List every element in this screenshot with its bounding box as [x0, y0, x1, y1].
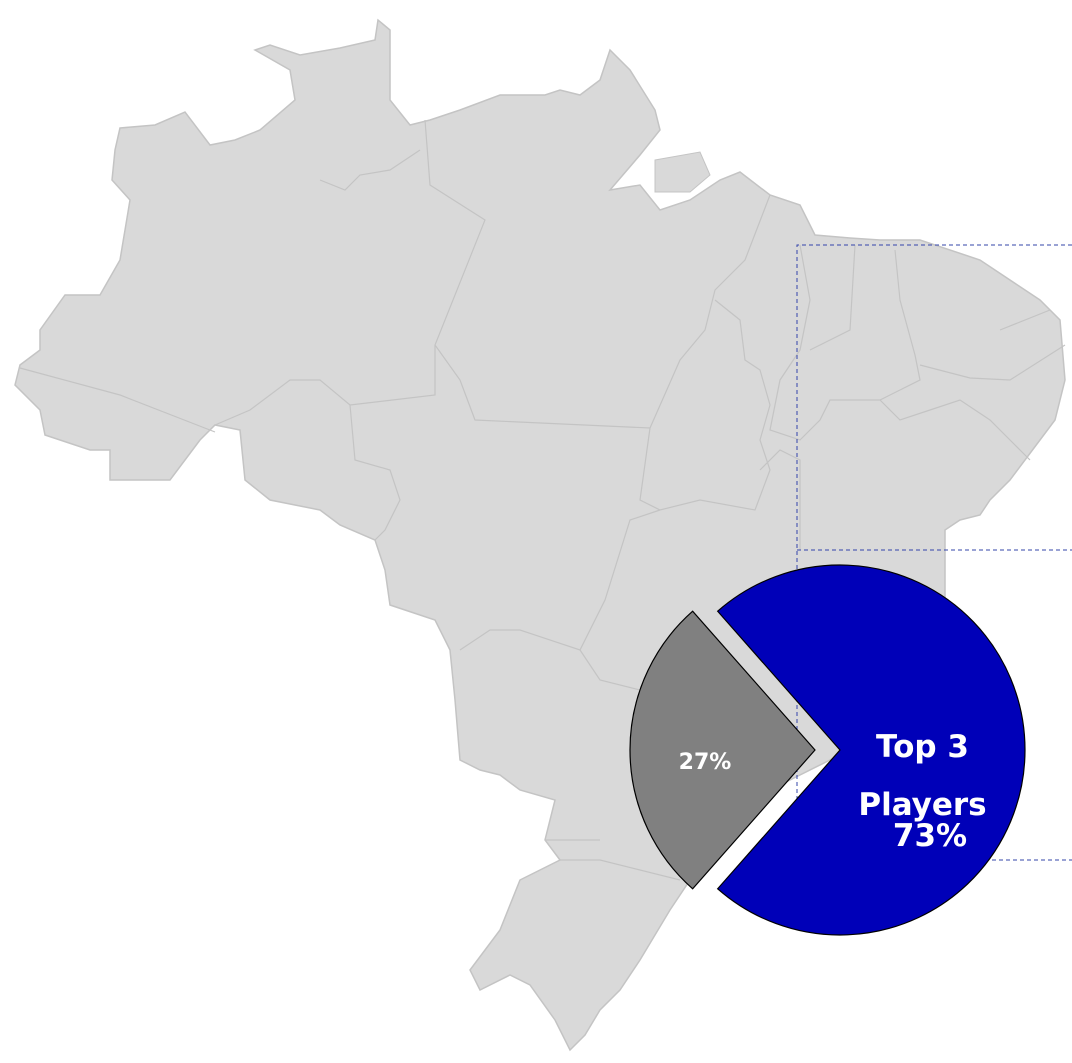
slice-value-label: 73%	[892, 818, 968, 854]
island	[654, 151, 711, 193]
pie-slice	[716, 564, 1026, 936]
slice-label: Top 3 Players	[858, 729, 987, 823]
pie	[629, 564, 1026, 936]
brazil-map	[14, 18, 1066, 1052]
state-borders	[19, 119, 1066, 881]
slice-value-label: 27%	[678, 750, 732, 775]
callout-box	[796, 244, 1072, 861]
pie-slice	[629, 610, 816, 890]
